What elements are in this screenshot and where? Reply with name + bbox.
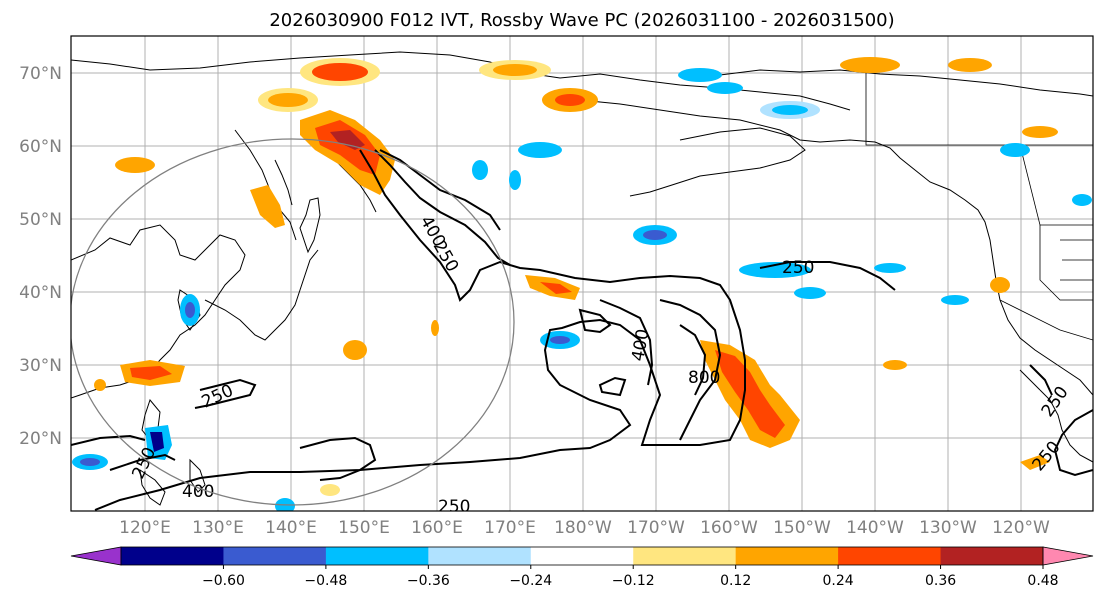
ivt-negative-anomalies [72,68,1092,511]
map-content: 400 250 400 800 250 250 250 250 400 250 … [71,36,1093,517]
lon-label: 130°W [919,518,977,538]
lon-label: 150°W [773,518,831,538]
lat-label: 30°N [19,356,62,376]
lon-label: 170°W [627,518,685,538]
lon-label: 130°E [192,518,244,538]
lat-label: 20°N [19,429,62,449]
colorbar-tick-label: −0.24 [509,573,552,589]
colorbar-bin [223,547,327,565]
lat-label: 40°N [19,283,62,303]
colorbar-tick-label: 0.12 [720,573,751,589]
map-border [70,35,1094,512]
lon-label: 150°E [338,518,390,538]
contour-label: 400 [182,482,214,502]
contour-label: 800 [688,368,720,388]
colorbar-extend-low [70,546,122,566]
colorbar-bin [940,547,1044,565]
lon-label: 120°E [119,518,171,538]
colorbar-tick-label: 0.36 [925,573,956,589]
lon-label: 140°W [846,518,904,538]
contour-label: 250 [782,258,814,278]
colorbar-bin [530,547,634,565]
colorbar-tick-label: −0.36 [407,573,450,589]
lon-label: 140°E [265,518,317,538]
colorbar: −0.60 −0.48 −0.36 −0.24 −0.12 0.12 0.24 0.36 0.4… [70,546,1094,589]
lat-label: 70°N [19,64,62,84]
colorbar-tick-label: −0.48 [304,573,347,589]
lon-label: 120°W [992,518,1050,538]
lat-label: 50°N [19,210,62,230]
latitude-labels: 70°N 60°N 50°N 40°N 30°N 20°N [19,64,62,449]
lon-label: 160°E [411,518,463,538]
colorbar-tick-label: −0.60 [202,573,245,589]
map-area [71,36,1093,511]
colorbar-bin [121,547,224,565]
colorbar-tick-label: 0.24 [823,573,854,589]
colorbar-extend-high [1042,546,1094,566]
region-circle [71,138,515,506]
colorbar-bin [838,547,942,565]
lon-label: 180°W [554,518,612,538]
lon-label: 170°E [484,518,536,538]
colorbar-bin [428,547,532,565]
rossby-wave-contours [71,149,1093,511]
contour-label: 250 [438,497,470,517]
lat-label: 60°N [19,137,62,157]
colorbar-bin [325,547,429,565]
graticule [71,36,1093,511]
longitude-labels: 120°E 130°E 140°E 150°E 160°E 170°E 180°… [119,518,1050,538]
borders [865,70,1093,341]
colorbar-tick-label: −0.12 [612,573,655,589]
colorbar-frame [120,546,1044,566]
ivt-positive-anomalies [94,57,1058,496]
map-title: 2026030900 F012 IVT, Rossby Wave PC (202… [269,10,894,31]
colorbar-tick-label: 0.48 [1027,573,1058,589]
colorbar-bin [735,547,839,565]
lon-label: 160°W [700,518,758,538]
colorbar-bin [633,547,737,565]
